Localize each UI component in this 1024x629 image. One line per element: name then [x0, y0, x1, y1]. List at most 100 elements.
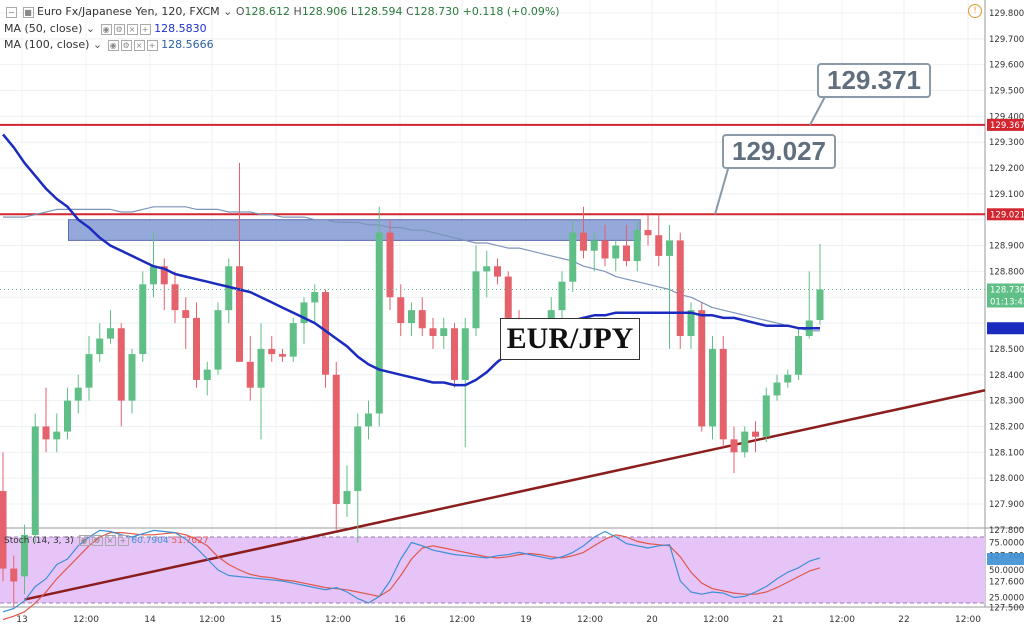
candle-body — [386, 232, 394, 298]
candle-body — [440, 328, 448, 336]
candle-body — [300, 302, 308, 324]
chevron-down-icon[interactable]: ⌄ — [92, 38, 103, 51]
ma100-legend[interactable]: MA (100, close) ⌄ ◉ ⚙ × + 128.5666 — [4, 38, 214, 51]
candle-body — [741, 431, 749, 453]
stoch-lines — [2, 529, 821, 621]
candle-body — [375, 232, 383, 414]
close-icon[interactable]: × — [104, 535, 116, 546]
candle-body — [182, 310, 190, 318]
candle-body — [257, 348, 265, 388]
eye-icon[interactable]: ◉ — [78, 535, 90, 546]
time-tick-label: 12:00 — [955, 615, 981, 625]
stoch-band-fill — [0, 537, 985, 603]
time-tick-label: 22 — [898, 615, 909, 625]
candle-body — [494, 266, 501, 277]
chevron-down-icon[interactable]: ⌄ — [85, 22, 96, 35]
chart-type-icon[interactable]: ■ — [22, 6, 34, 18]
price-tick-label: 129.800 — [989, 9, 1024, 19]
price-tick-label: 127.500 — [989, 603, 1024, 613]
candle-body — [816, 289, 824, 320]
candle-body — [451, 328, 458, 380]
time-tick-label: 12:00 — [449, 615, 475, 625]
ma50-line — [2, 133, 820, 387]
stoch-k-value: 60.7904 — [131, 536, 169, 546]
price-tick-label: 127.600 — [989, 577, 1024, 587]
candle-body — [31, 426, 39, 535]
price-tick-label: 128.300 — [989, 397, 1024, 407]
stoch-band — [0, 536, 985, 604]
symbol-header[interactable]: − ■ Euro Fx/Japanese Yen, 120, FXCM ⌄ O1… — [4, 5, 560, 18]
ma50-legend[interactable]: MA (50, close) ⌄ ◉ ⚙ × + 128.5830 — [4, 22, 207, 35]
time-tick-label: 12:00 — [325, 615, 351, 625]
price-tick-label: 129.100 — [989, 190, 1024, 200]
candle-body — [21, 534, 28, 577]
ma100-value: 128.5666 — [161, 38, 214, 51]
candle-body — [10, 568, 18, 582]
collapse-icon[interactable]: − — [6, 6, 17, 18]
price-tick-label: 129.500 — [989, 87, 1024, 97]
price-tags: 129.367 129.021 128.730 01:13:43 — [0, 118, 1024, 565]
settings-icon[interactable]: ⚙ — [91, 535, 103, 546]
stoch-tick-label: 75.0000 — [989, 539, 1024, 549]
close-icon[interactable]: × — [133, 39, 145, 51]
candle-body — [85, 354, 93, 388]
callout-lower-pointer — [714, 161, 731, 215]
more-icon[interactable]: + — [117, 535, 129, 546]
countdown-bg — [987, 295, 1024, 308]
candle-body — [0, 491, 7, 569]
eye-icon[interactable]: ◉ — [100, 23, 112, 35]
stoch-k-tag-bg — [987, 553, 1024, 565]
candle-body — [332, 374, 340, 504]
candle-body — [719, 348, 727, 440]
time-tick-label: 14 — [144, 615, 156, 625]
pair-label: EUR/JPY — [500, 318, 640, 360]
time-tick-label: 12:00 — [703, 615, 729, 625]
stoch-legend[interactable]: Stoch (14, 3, 3) ◉ ⚙ × + 60.7904 51.7027 — [4, 535, 209, 546]
change-value: +0.118 (+0.09%) — [462, 5, 560, 18]
ma50-label: MA (50, close) — [4, 22, 83, 35]
price-levels — [0, 90, 986, 601]
candle-body — [687, 310, 695, 336]
candle-body — [408, 310, 415, 324]
upper-level-tag-bg — [987, 118, 1024, 131]
candle-body — [633, 230, 641, 262]
price-tick-label: 127.900 — [989, 500, 1024, 510]
candle-body — [42, 426, 50, 440]
candle-body — [139, 284, 147, 355]
candle-body — [279, 354, 286, 357]
time-tick-label: 19 — [520, 615, 532, 625]
settings-icon[interactable]: ⚙ — [120, 39, 132, 51]
candle-body — [171, 284, 179, 311]
candle-body — [225, 266, 233, 311]
candle-body — [504, 276, 512, 318]
ma100-label: MA (100, close) — [4, 38, 90, 51]
settings-icon[interactable]: ⚙ — [113, 23, 125, 35]
price-tick-label: 128.800 — [989, 267, 1024, 277]
candle-body — [354, 426, 362, 492]
candle-body — [246, 361, 254, 388]
last-price-tag: 128.730 — [990, 285, 1024, 295]
candle-body — [96, 338, 104, 355]
candle-body — [580, 232, 587, 251]
eye-icon[interactable]: ◉ — [107, 39, 119, 51]
stoch-k-path — [2, 529, 821, 613]
chevron-down-icon[interactable]: ⌄ — [223, 5, 233, 18]
countdown-tag: 01:13:43 — [990, 297, 1024, 307]
candle-body — [773, 382, 781, 396]
candle-body — [268, 348, 276, 355]
price-tick-label: 128.000 — [989, 474, 1024, 484]
price-tick-label: 129.400 — [989, 112, 1024, 122]
candle-body — [150, 266, 157, 285]
candle-body — [128, 354, 136, 401]
close-icon[interactable]: × — [126, 23, 138, 35]
more-icon[interactable]: + — [139, 23, 151, 35]
stoch-tick-label: 25.0000 — [989, 594, 1024, 604]
price-tick-label: 128.900 — [989, 242, 1024, 252]
info-icon[interactable]: ! — [968, 4, 982, 18]
candle-body — [666, 240, 673, 256]
price-tick-label: 129.600 — [989, 61, 1024, 71]
high-label: H — [293, 5, 302, 18]
upper-level-tag: 129.367 — [990, 121, 1024, 131]
more-icon[interactable]: + — [146, 39, 158, 51]
